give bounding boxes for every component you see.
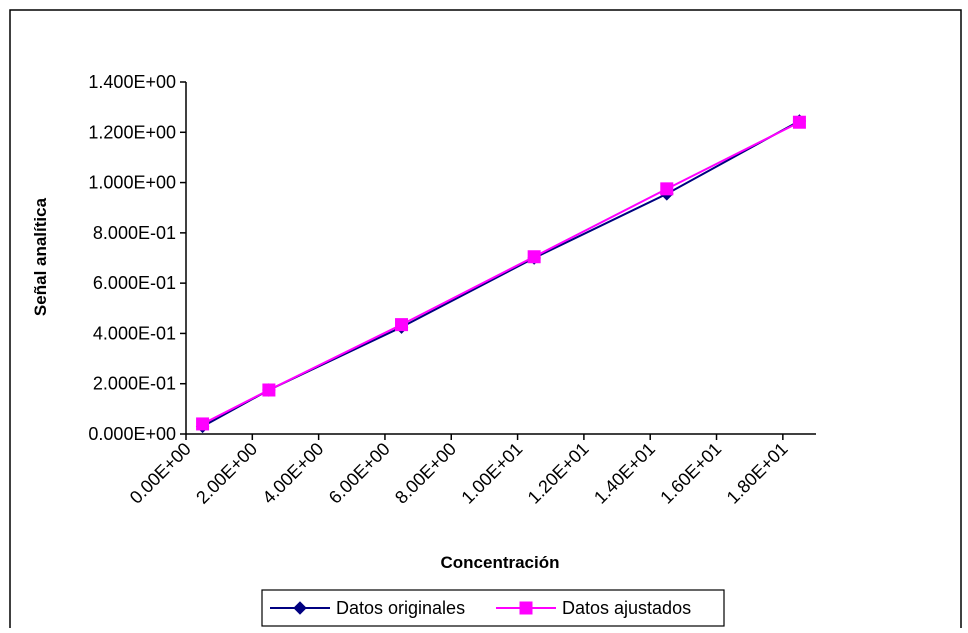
legend-label: Datos originales <box>336 598 465 618</box>
y-tick-label: 4.000E-01 <box>93 323 176 343</box>
data-point <box>196 417 210 431</box>
data-point <box>262 383 276 397</box>
y-tick-label: 8.000E-01 <box>93 223 176 243</box>
data-point <box>660 182 674 196</box>
y-tick-label: 0.000E+00 <box>88 424 176 444</box>
y-tick-label: 6.000E-01 <box>93 273 176 293</box>
chart-border <box>9 9 962 633</box>
y-tick-label: 1.400E+00 <box>88 72 176 92</box>
series-line-datos-ajustados <box>202 121 800 425</box>
legend-box <box>261 589 725 627</box>
legend-marker <box>293 601 307 615</box>
data-point <box>395 318 409 332</box>
legend-marker <box>519 601 533 615</box>
legend-label: Datos ajustados <box>562 598 691 618</box>
data-point <box>527 250 541 264</box>
data-point <box>792 115 806 129</box>
legend: Datos originales Datos ajustados <box>261 589 725 627</box>
y-tick-label: 1.000E+00 <box>88 173 176 193</box>
x-axis-title: Concentración <box>440 553 559 572</box>
y-tick-label: 1.200E+00 <box>88 122 176 142</box>
y-tick-label: 2.000E-01 <box>93 374 176 394</box>
y-axis-title: Señal analítica <box>31 197 50 316</box>
